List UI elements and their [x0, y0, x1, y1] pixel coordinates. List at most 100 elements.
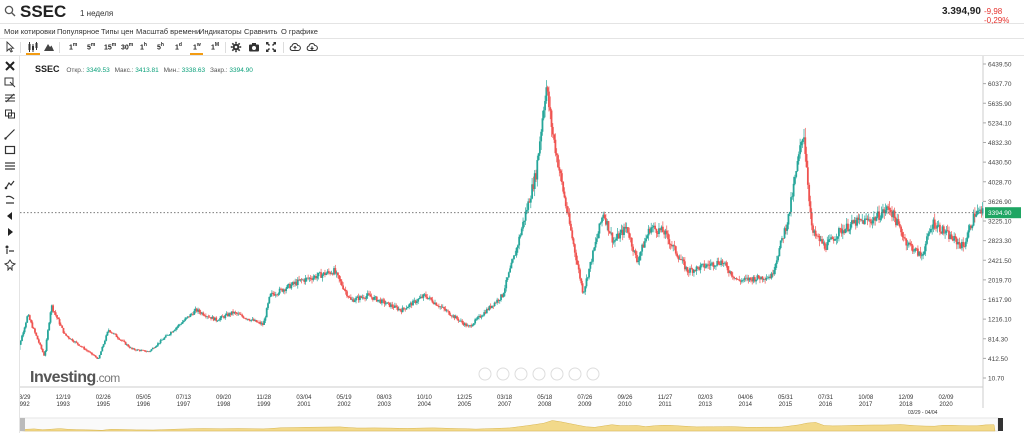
candles-icon[interactable] [27, 41, 39, 53]
candle-body [263, 320, 266, 325]
candle-body [482, 315, 484, 317]
candle-body [155, 345, 158, 347]
candle-body [251, 319, 254, 320]
cursor-icon[interactable] [4, 41, 16, 53]
magnet-icon[interactable] [4, 259, 16, 271]
candle-body [863, 218, 866, 225]
candle-body [417, 299, 420, 302]
pitchfork-icon[interactable] [4, 194, 16, 206]
gear-icon[interactable] [230, 41, 242, 53]
toolbar-separator [20, 42, 21, 53]
fullscreen-icon[interactable] [265, 41, 277, 53]
x-tick-year: 1993 [56, 402, 70, 408]
timeframe-1d[interactable]: 1d [175, 42, 182, 52]
candle-body [636, 255, 638, 263]
candle-body [500, 294, 502, 300]
candle-body [135, 349, 137, 351]
candle-body [384, 303, 387, 305]
arrow-right-icon[interactable] [4, 226, 16, 238]
candle-body [703, 263, 706, 268]
candle-body [342, 285, 344, 290]
navigator-handle [998, 418, 1003, 431]
timeframe-30m[interactable]: 30m [121, 42, 134, 52]
candle-body [799, 145, 801, 155]
timeframe-15m[interactable]: 15m [104, 42, 117, 52]
candle-body [74, 341, 77, 343]
camera-icon[interactable] [248, 41, 260, 53]
menu-about-chart[interactable]: О графике [281, 27, 318, 36]
candle-body [45, 339, 48, 352]
candle-body [880, 213, 883, 219]
candle-body [62, 327, 65, 333]
candle-body [85, 349, 88, 351]
arrow-left-icon[interactable] [4, 210, 16, 222]
candle-body [497, 299, 500, 302]
hlines-icon[interactable] [4, 160, 16, 172]
candle-body [443, 307, 445, 309]
candle-body [147, 351, 150, 352]
search-icon[interactable] [4, 5, 16, 17]
candle-body [513, 255, 515, 260]
menu-indicators[interactable]: Индикаторы [199, 27, 242, 36]
candle-body [857, 217, 860, 220]
candle-body [579, 269, 581, 279]
candle-body [507, 272, 510, 278]
candle-body [667, 233, 669, 240]
pattern-icon[interactable] [4, 108, 16, 120]
trendline-icon[interactable] [4, 128, 16, 140]
timeframe-5m[interactable]: 5m [87, 42, 96, 52]
measure-icon[interactable] [4, 243, 16, 255]
cloud-upload-icon[interactable] [289, 41, 301, 53]
candle-body [687, 272, 690, 273]
candle-body [103, 340, 106, 345]
menu-compare[interactable]: Сравнить [244, 27, 278, 36]
candle-body [814, 230, 817, 236]
brush-icon[interactable] [4, 178, 16, 190]
mountain-icon[interactable] [43, 41, 55, 53]
candle-body [843, 230, 846, 234]
timeframe-1m[interactable]: 1m [69, 42, 78, 52]
close-icon[interactable] [4, 60, 16, 72]
candle-body [885, 206, 888, 211]
menu-price-types[interactable]: Типы цен [101, 27, 134, 36]
candle-body [78, 344, 80, 346]
candle-body [159, 340, 162, 344]
candle-body [918, 251, 921, 256]
candle-body [472, 323, 475, 326]
x-tick-date: 09/20 [216, 395, 232, 401]
candle-body [110, 332, 113, 333]
fib-icon[interactable] [4, 92, 16, 104]
candle-body [617, 233, 620, 239]
candle-body [825, 248, 827, 250]
crosshair-icon[interactable] [4, 76, 16, 88]
price-chart[interactable]: 6439.50 6037.70 5635.90 5234.10 4832.30 4430.… [13, 56, 1024, 433]
candle-body [400, 310, 403, 313]
timeframe-5h[interactable]: 5h [157, 42, 164, 52]
rectangle-icon[interactable] [4, 144, 16, 156]
chart-area[interactable]: 6439.50 6037.70 5635.90 5234.10 4832.30 4430.… [13, 56, 1024, 433]
candle-body [660, 226, 663, 231]
menu-time-scale[interactable]: Масштаб времени [136, 27, 201, 36]
candle-body [621, 229, 624, 235]
candle-body [247, 318, 250, 321]
candle-body [608, 231, 611, 234]
candle-body [75, 341, 78, 343]
candle-body [580, 278, 583, 284]
candle-body [496, 299, 499, 303]
candle-body [214, 317, 216, 321]
candle-body [406, 307, 409, 309]
symbol-title[interactable]: SSEC [20, 2, 67, 21]
candle-body [937, 224, 940, 226]
timeframe-1M[interactable]: 1M [211, 42, 220, 52]
navigator-area[interactable] [17, 420, 996, 432]
candle-body [737, 279, 739, 280]
menu-my-quotes[interactable]: Мои котировки [4, 27, 56, 36]
candle-body [747, 277, 750, 281]
candle-body [537, 153, 540, 161]
candle-body [942, 226, 945, 234]
timeframe-1h[interactable]: 1h [140, 42, 147, 52]
timeframe-1w[interactable]: 1w [193, 42, 201, 52]
cloud-download-icon[interactable] [306, 41, 318, 53]
menu-popular[interactable]: Популярное [57, 27, 100, 36]
x-tick-date: 02/03 [698, 395, 714, 401]
